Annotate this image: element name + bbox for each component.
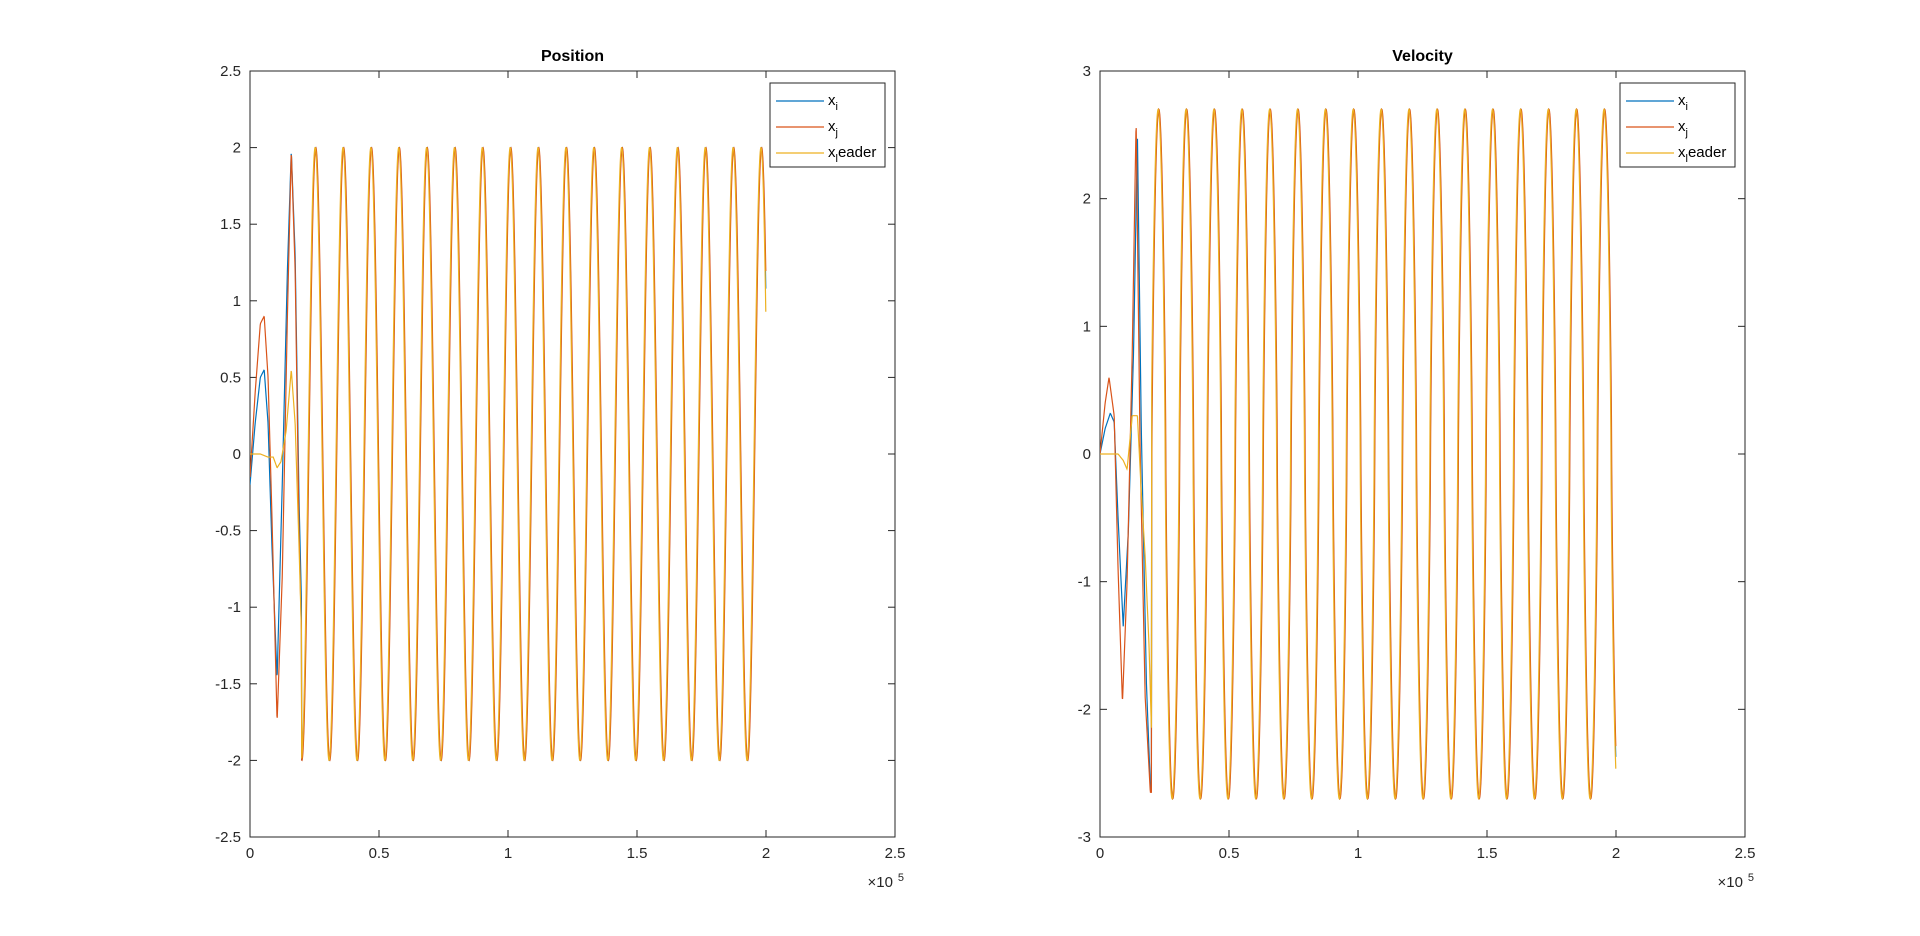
y-tick-label: -3 xyxy=(1078,829,1091,846)
y-tick-label: 2.5 xyxy=(220,63,241,80)
y-tick-label: 0.5 xyxy=(220,369,241,386)
x-tick-label: 1.5 xyxy=(627,845,648,862)
x-tick-label: 1.5 xyxy=(1477,845,1498,862)
legend-label: xi xyxy=(1678,92,1688,113)
y-tick-label: -0.5 xyxy=(215,523,241,540)
x-tick-label: 2.5 xyxy=(1735,845,1756,862)
x-exponent-label: ×10 xyxy=(1718,874,1743,891)
y-tick-label: 1 xyxy=(233,293,241,310)
y-tick-label: 0 xyxy=(233,446,241,463)
legend-label: xleader xyxy=(1678,144,1726,165)
y-tick-label: 2 xyxy=(1083,191,1091,208)
y-tick-label: 3 xyxy=(1083,63,1091,80)
series-line-2 xyxy=(250,146,767,762)
x-tick-label: 1 xyxy=(1354,845,1362,862)
y-tick-label: -2 xyxy=(228,752,241,769)
legend: xi xj xleader xyxy=(769,82,886,168)
y-tick-label: 0 xyxy=(1083,446,1091,463)
y-tick-label: -1.5 xyxy=(215,676,241,693)
x-tick-label: 0.5 xyxy=(1219,845,1240,862)
x-exponent-label: ×10 xyxy=(868,874,893,891)
x-tick-label: 0 xyxy=(1096,845,1104,862)
y-tick-label: -1 xyxy=(1078,574,1091,591)
y-tick-label: 2 xyxy=(233,140,241,157)
chart-position: Position 0 0.5 1 1.5 2 2.5 ×10 5 -2.5 -2 -1.5 -1 -0.5… xyxy=(215,48,905,891)
x-tick-label: 1 xyxy=(504,845,512,862)
y-tick-label: -2.5 xyxy=(215,829,241,846)
x-tick-label: 0 xyxy=(246,845,254,862)
x-exponent-power: 5 xyxy=(898,872,904,884)
legend: xi xj xleader xyxy=(1619,82,1736,168)
x-tick-label: 0.5 xyxy=(369,845,390,862)
y-tick-label: 1 xyxy=(1083,318,1091,335)
legend-label: xj xyxy=(1678,118,1688,139)
chart-velocity: Velocity 0 0.5 1 1.5 2 2.5 ×10 5 -3 -2 -1 0 1 2 3 xi xj xl… xyxy=(1078,48,1756,891)
series-line-1 xyxy=(250,146,767,762)
x-tick-label: 2.5 xyxy=(885,845,906,862)
x-tick-label: 2 xyxy=(1612,845,1620,862)
series-line-2 xyxy=(1100,107,1617,801)
chart-title: Position xyxy=(541,48,604,65)
x-tick-label: 2 xyxy=(762,845,770,862)
y-tick-label: -1 xyxy=(228,599,241,616)
series-line-1 xyxy=(1100,108,1617,800)
y-tick-label: -2 xyxy=(1078,701,1091,718)
x-exponent-power: 5 xyxy=(1748,872,1754,884)
legend-label: xj xyxy=(828,118,838,139)
legend-label: xi xyxy=(828,92,838,113)
y-tick-label: 1.5 xyxy=(220,216,241,233)
chart-title: Velocity xyxy=(1392,48,1453,65)
legend-label: xleader xyxy=(828,144,876,165)
